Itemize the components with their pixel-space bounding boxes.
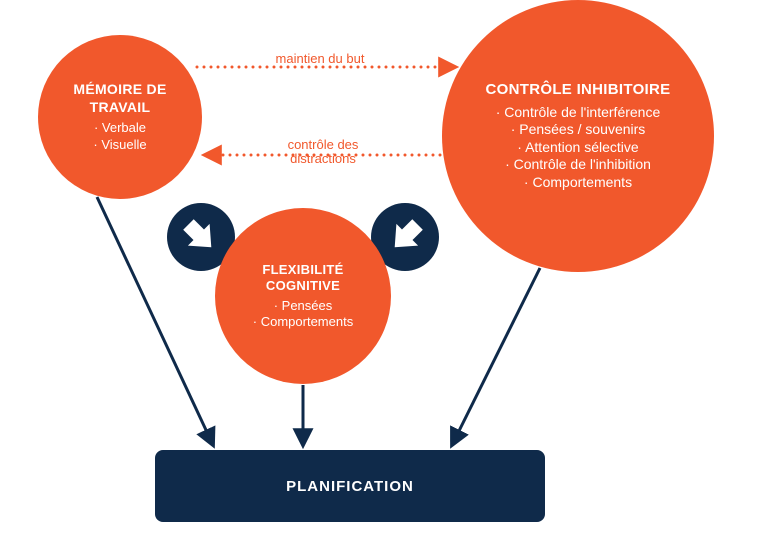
arrow-down-left-icon bbox=[395, 219, 423, 247]
node-item: · Attention sélective bbox=[517, 139, 638, 157]
node-item: · Contrôle de l'interférence bbox=[496, 104, 661, 122]
node-title: MÉMOIRE DE TRAVAIL bbox=[56, 81, 183, 116]
node-item: · Visuelle bbox=[93, 137, 146, 153]
node-title: CONTRÔLE INHIBITOIRE bbox=[486, 81, 671, 100]
edge-label-distractions: contrôle des distractions bbox=[268, 138, 378, 167]
edge-label-maintien: maintien du but bbox=[260, 52, 380, 66]
node-item: · Comportements bbox=[524, 174, 632, 192]
diagram-stage: MÉMOIRE DE TRAVAIL · Verbale · Visuelle … bbox=[0, 0, 759, 546]
edge-controle-to-planification bbox=[452, 268, 540, 445]
node-item: · Comportements bbox=[253, 314, 353, 330]
arrow-down-right-icon bbox=[183, 219, 211, 247]
node-controle-inhibitoire: CONTRÔLE INHIBITOIRE · Contrôle de l'int… bbox=[442, 0, 714, 272]
edge-memoire-to-planification bbox=[97, 197, 213, 445]
node-item: · Contrôle de l'inhibition bbox=[505, 156, 651, 174]
node-flexibilite-cognitive: FLEXIBILITÉ COGNITIVE · Pensées · Compor… bbox=[215, 208, 391, 384]
node-item: · Verbale bbox=[94, 120, 146, 136]
node-item: · Pensées / souvenirs bbox=[511, 121, 646, 139]
node-label: PLANIFICATION bbox=[286, 478, 414, 495]
node-memoire-de-travail: MÉMOIRE DE TRAVAIL · Verbale · Visuelle bbox=[38, 35, 202, 199]
node-item: · Pensées bbox=[274, 298, 333, 314]
node-planification: PLANIFICATION bbox=[155, 450, 545, 522]
node-title: FLEXIBILITÉ COGNITIVE bbox=[235, 262, 371, 295]
